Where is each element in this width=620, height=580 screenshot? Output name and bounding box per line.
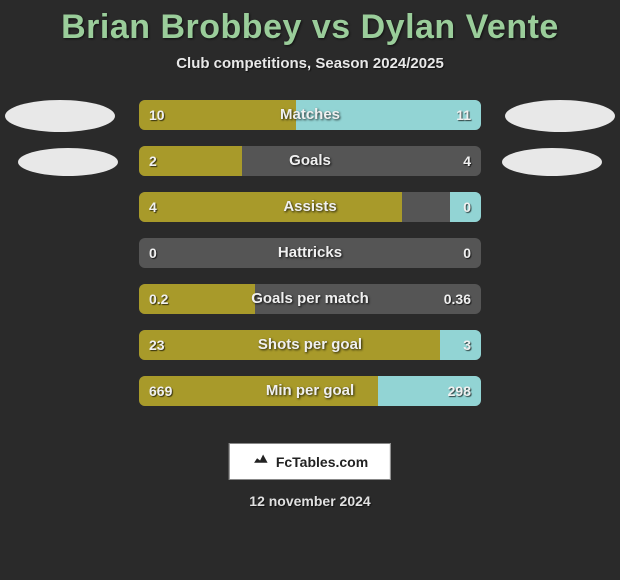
metric-label: Goals	[139, 146, 481, 176]
metric-row: 0.20.36Goals per match	[0, 284, 620, 314]
comparison-subtitle: Club competitions, Season 2024/2025	[0, 55, 620, 72]
metric-label: Matches	[139, 100, 481, 130]
metric-row: 40Assists	[0, 192, 620, 222]
metric-label: Min per goal	[139, 376, 481, 406]
metric-row: 00Hattricks	[0, 238, 620, 268]
metric-label: Goals per match	[139, 284, 481, 314]
comparison-title: Brian Brobbey vs Dylan Vente	[0, 0, 620, 47]
source-badge: FcTables.com	[229, 443, 391, 480]
snapshot-date: 12 november 2024	[249, 493, 370, 509]
metric-label: Shots per goal	[139, 330, 481, 360]
comparison-chart: 1011Matches 24Goals 40Assists 00Hattricks 0.…	[0, 100, 620, 406]
source-text: FcTables.com	[276, 454, 368, 470]
metric-label: Assists	[139, 192, 481, 222]
chart-icon	[252, 450, 270, 473]
metric-row: 1011Matches	[0, 100, 620, 130]
metric-row: 24Goals	[0, 146, 620, 176]
metric-label: Hattricks	[139, 238, 481, 268]
metric-row: 233Shots per goal	[0, 330, 620, 360]
metric-row: 669298Min per goal	[0, 376, 620, 406]
